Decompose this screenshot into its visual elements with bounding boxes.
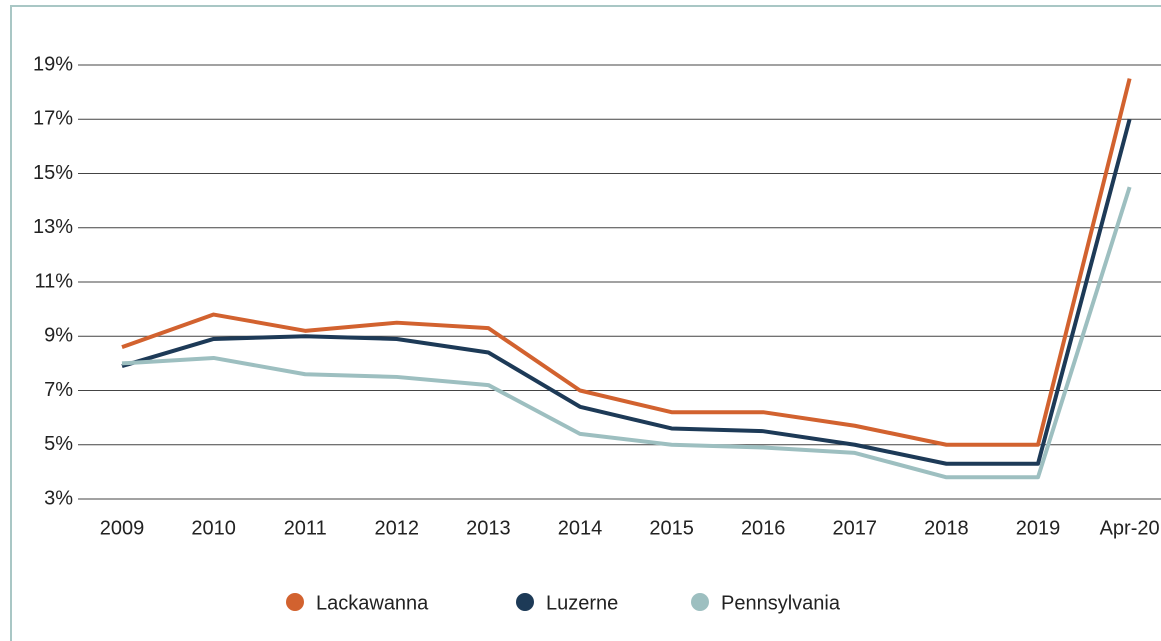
x-tick-label: 2017 xyxy=(833,517,878,539)
y-tick-label: 15% xyxy=(33,162,73,184)
y-tick-label: 17% xyxy=(33,108,73,130)
frame xyxy=(10,5,1161,641)
legend-swatch xyxy=(516,593,534,611)
x-tick-label: 2016 xyxy=(741,517,786,539)
y-tick-label: 3% xyxy=(44,487,73,509)
x-tick-label: 2019 xyxy=(1016,517,1061,539)
x-tick-label: 2018 xyxy=(924,517,969,539)
x-tick-label: 2011 xyxy=(284,517,327,539)
series-line xyxy=(121,78,1132,447)
y-tick-label: 11% xyxy=(34,270,73,292)
x-tick-label: 2009 xyxy=(100,517,145,539)
legend-label: Lackawanna xyxy=(316,592,429,614)
x-tick-label: 2012 xyxy=(375,517,420,539)
x-tick-label: 2014 xyxy=(558,517,603,539)
legend-label: Pennsylvania xyxy=(721,592,841,614)
x-tick-label: 2013 xyxy=(466,517,511,539)
legend-swatch xyxy=(286,593,304,611)
y-tick-label: 5% xyxy=(44,433,73,455)
series-line xyxy=(121,186,1132,480)
x-tick-label: 2015 xyxy=(649,517,694,539)
x-tick-label: 2010 xyxy=(191,517,236,539)
y-tick-label: 7% xyxy=(44,379,73,401)
x-tick-label: Apr-20 xyxy=(1100,517,1160,539)
legend-swatch xyxy=(691,593,709,611)
y-tick-label: 9% xyxy=(44,325,73,347)
y-tick-label: 19% xyxy=(33,53,73,75)
y-tick-label: 13% xyxy=(33,216,73,238)
legend-label: Luzerne xyxy=(546,592,618,614)
series-line xyxy=(121,118,1132,466)
